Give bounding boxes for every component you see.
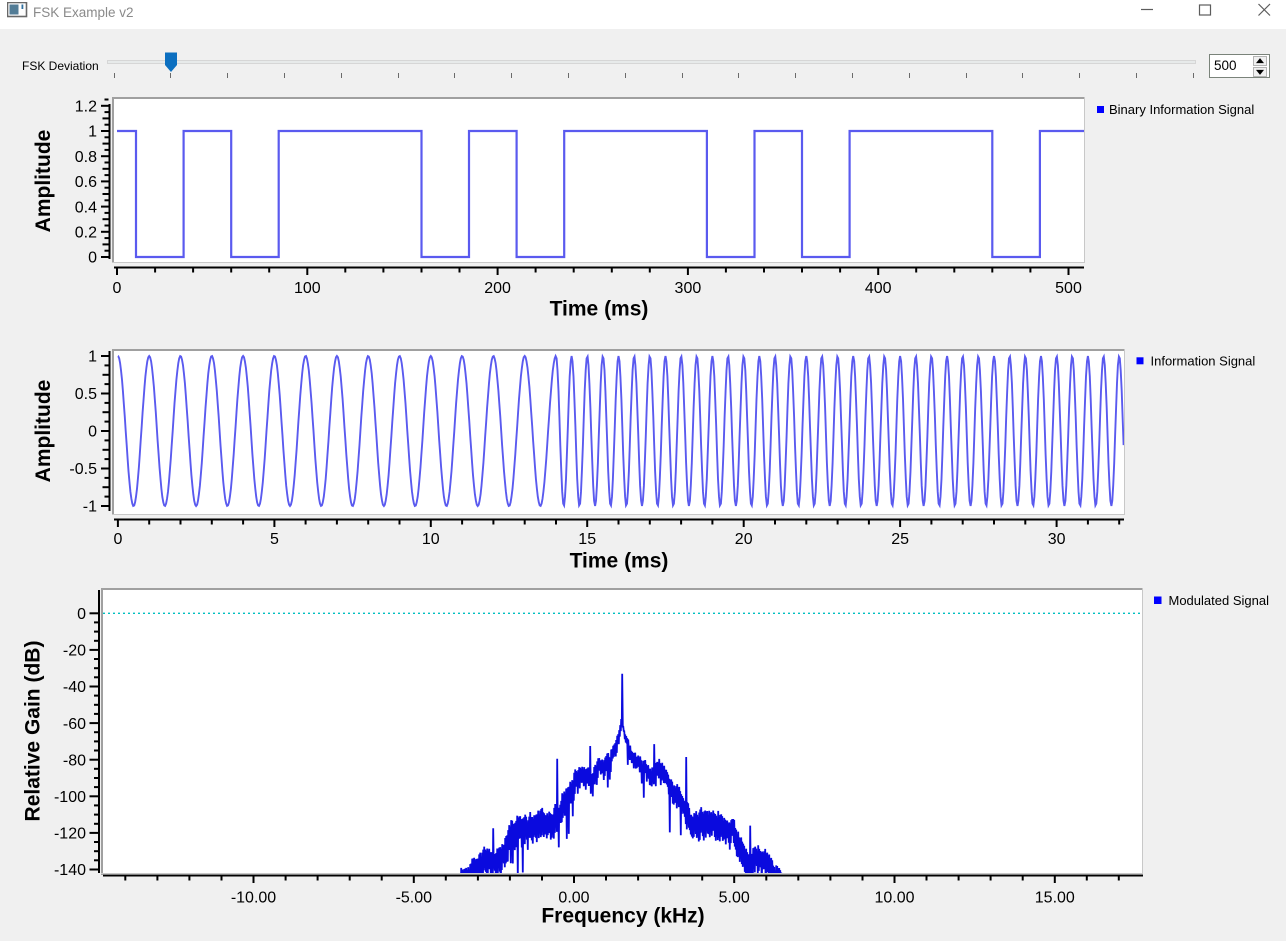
svg-text:Frequency (kHz): Frequency (kHz) xyxy=(541,905,704,928)
svg-text:-1: -1 xyxy=(83,499,97,516)
svg-text:400: 400 xyxy=(865,280,892,297)
svg-text:15.00: 15.00 xyxy=(1035,890,1075,907)
svg-text:10: 10 xyxy=(422,531,440,548)
svg-text:Time (ms): Time (ms) xyxy=(570,550,669,573)
svg-text:1.2: 1.2 xyxy=(75,99,97,116)
svg-text:Amplitude: Amplitude xyxy=(32,380,55,483)
svg-text:-120: -120 xyxy=(54,826,86,843)
svg-text:5: 5 xyxy=(270,531,279,548)
svg-text:0.4: 0.4 xyxy=(75,199,97,216)
svg-text:-10.00: -10.00 xyxy=(231,890,276,907)
svg-text:0.6: 0.6 xyxy=(75,174,97,191)
svg-text:0.00: 0.00 xyxy=(558,890,589,907)
svg-text:-100: -100 xyxy=(54,789,86,806)
svg-text:0: 0 xyxy=(88,250,97,267)
svg-text:-80: -80 xyxy=(63,752,86,769)
svg-text:0.5: 0.5 xyxy=(75,386,97,403)
svg-text:0.8: 0.8 xyxy=(75,149,97,166)
svg-text:10.00: 10.00 xyxy=(874,890,914,907)
svg-text:-5.00: -5.00 xyxy=(396,890,433,907)
svg-text:Binary Information Signal: Binary Information Signal xyxy=(1109,102,1254,117)
svg-text:0.2: 0.2 xyxy=(75,225,97,242)
svg-text:0: 0 xyxy=(77,606,86,623)
svg-text:300: 300 xyxy=(675,280,702,297)
svg-text:0: 0 xyxy=(113,280,122,297)
svg-text:-20: -20 xyxy=(63,643,86,660)
svg-text:Modulated Signal: Modulated Signal xyxy=(1169,593,1270,608)
svg-text:-140: -140 xyxy=(54,862,86,879)
svg-text:-60: -60 xyxy=(63,716,86,733)
svg-text:1: 1 xyxy=(88,124,97,141)
svg-text:5.00: 5.00 xyxy=(719,890,750,907)
svg-text:25: 25 xyxy=(891,531,909,548)
svg-text:Amplitude: Amplitude xyxy=(32,130,55,233)
svg-text:15: 15 xyxy=(578,531,596,548)
svg-text:0: 0 xyxy=(113,531,122,548)
svg-text:1: 1 xyxy=(88,349,97,366)
svg-text:Information Signal: Information Signal xyxy=(1151,353,1256,368)
svg-text:-0.5: -0.5 xyxy=(69,461,97,478)
svg-text:0: 0 xyxy=(88,424,97,441)
svg-text:20: 20 xyxy=(735,531,753,548)
svg-text:Relative Gain (dB): Relative Gain (dB) xyxy=(22,641,45,822)
svg-text:500: 500 xyxy=(1055,280,1082,297)
svg-text:200: 200 xyxy=(484,280,511,297)
svg-text:-40: -40 xyxy=(63,679,86,696)
svg-text:Time (ms): Time (ms) xyxy=(550,298,649,321)
svg-text:100: 100 xyxy=(294,280,321,297)
svg-text:30: 30 xyxy=(1048,531,1066,548)
